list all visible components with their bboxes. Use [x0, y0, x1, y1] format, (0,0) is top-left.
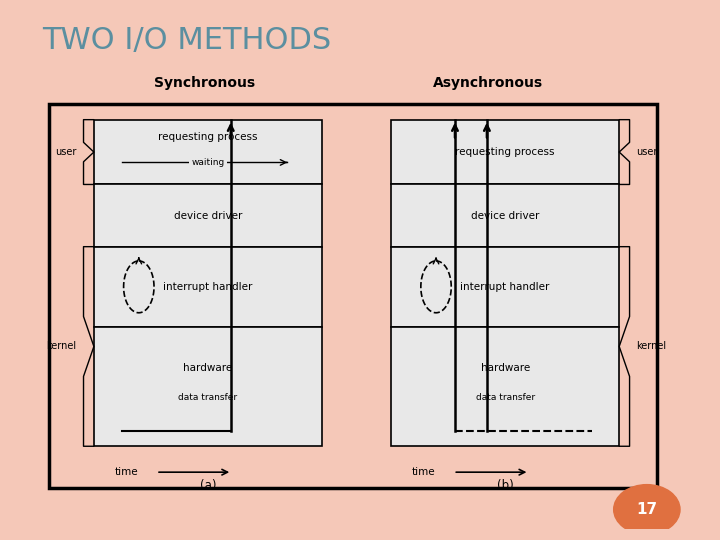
Text: (a): (a) [199, 478, 216, 491]
Polygon shape [94, 327, 322, 446]
Polygon shape [391, 185, 619, 247]
Text: Synchronous: Synchronous [154, 76, 255, 90]
Text: kernel: kernel [47, 341, 76, 352]
Text: requesting process: requesting process [158, 132, 258, 141]
Polygon shape [94, 185, 322, 247]
Text: hardware: hardware [480, 363, 530, 374]
Polygon shape [391, 120, 619, 185]
Circle shape [613, 484, 680, 535]
Text: (b): (b) [497, 478, 513, 491]
Text: interrupt handler: interrupt handler [163, 282, 253, 292]
Text: user: user [55, 147, 76, 157]
Text: 17: 17 [636, 502, 657, 517]
Text: data transfer: data transfer [179, 393, 238, 402]
Text: kernel: kernel [636, 341, 667, 352]
Text: Asynchronous: Asynchronous [433, 76, 543, 90]
Text: data transfer: data transfer [476, 393, 535, 402]
Text: time: time [412, 467, 436, 477]
Polygon shape [391, 247, 619, 327]
Polygon shape [94, 247, 322, 327]
Text: device driver: device driver [471, 211, 539, 220]
Text: user: user [636, 147, 658, 157]
Text: requesting process: requesting process [456, 147, 555, 157]
Polygon shape [94, 120, 322, 185]
Text: waiting: waiting [192, 158, 225, 167]
Text: device driver: device driver [174, 211, 242, 220]
Text: time: time [114, 467, 138, 477]
Text: TWO I/O METHODS: TWO I/O METHODS [42, 26, 331, 56]
Text: hardware: hardware [184, 363, 233, 374]
Text: interrupt handler: interrupt handler [461, 282, 550, 292]
Polygon shape [391, 327, 619, 446]
